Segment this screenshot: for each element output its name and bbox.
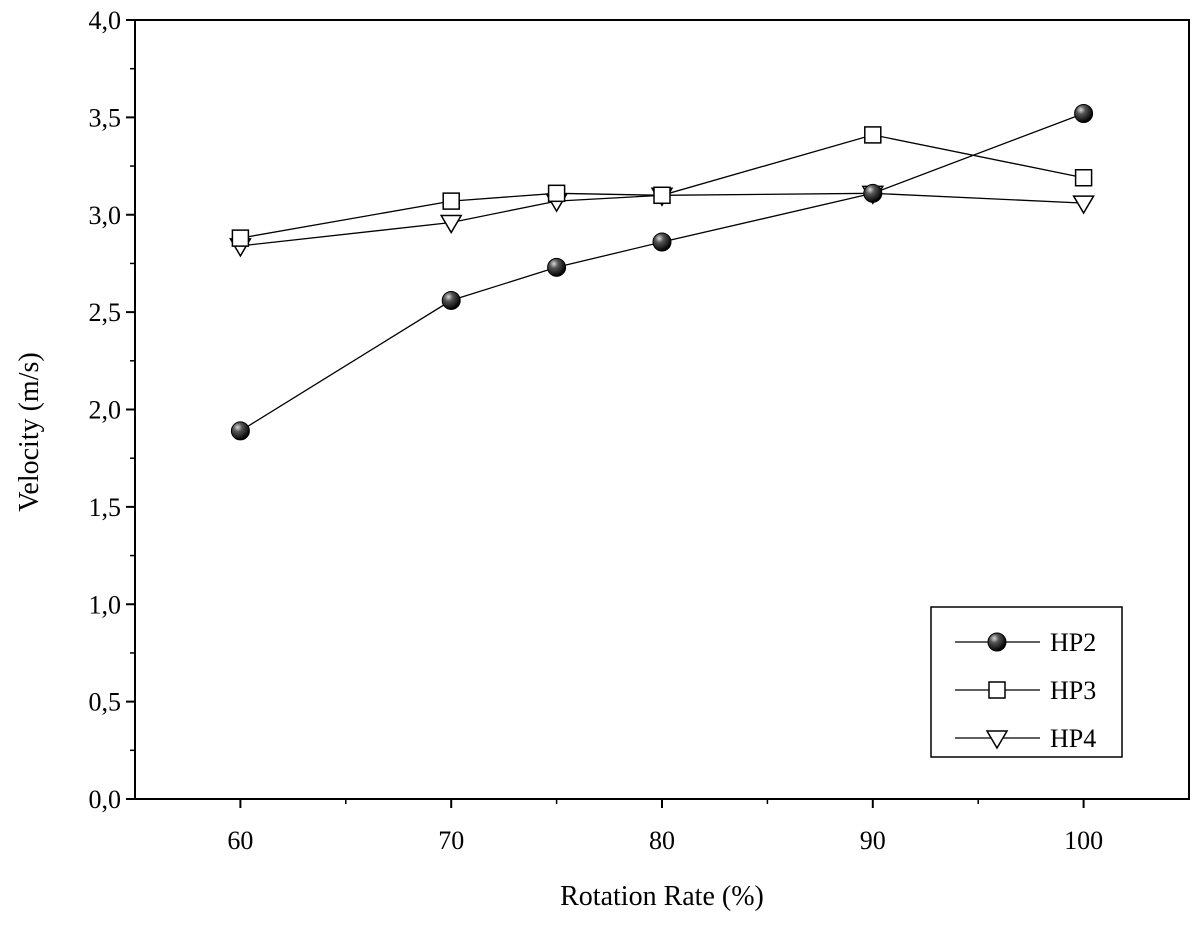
y-tick-label: 3,5: [89, 103, 122, 132]
data-point-hp3: [442, 192, 460, 210]
legend-box: [930, 606, 1123, 758]
series-hp3: [231, 126, 1093, 247]
data-point-hp2: [1074, 103, 1094, 123]
legend-label-hp3: HP3: [1050, 676, 1096, 705]
legend-marker-hp2: [987, 632, 1007, 652]
data-point-hp3: [653, 186, 671, 205]
x-tick-label: 80: [649, 826, 675, 855]
series-line-hp3: [240, 134, 1084, 239]
y-axis-title: Velocity (m/s): [14, 352, 45, 511]
legend-marker-hp4: [985, 730, 1009, 750]
data-point-hp3: [547, 184, 566, 203]
data-point-hp3: [231, 229, 250, 247]
data-point-hp3: [1074, 168, 1093, 187]
y-tick-label: 4,0: [89, 6, 122, 35]
x-tick-label: 60: [227, 826, 253, 855]
y-tick-label: 2,5: [89, 298, 122, 327]
series-line-hp2: [240, 112, 1084, 432]
y-axis: 0,0 0,5 1,0 1,5 2,0 2,5 3,0 3,5 4,0: [89, 6, 135, 814]
data-point-hp2: [230, 421, 250, 441]
series-line-hp4: [240, 192, 1084, 247]
legend-label-hp2: HP2: [1050, 628, 1096, 657]
legend-marker-hp3: [988, 681, 1006, 699]
y-tick-label: 1,5: [89, 493, 122, 522]
series-layer: [229, 103, 1095, 441]
x-tick-label: 70: [438, 826, 464, 855]
x-axis: 60 70 80 90 100: [227, 799, 1103, 855]
data-point-hp3: [864, 126, 882, 144]
data-point-hp2: [863, 183, 883, 203]
y-tick-label: 3,0: [89, 201, 122, 230]
y-tick-label: 1,0: [89, 590, 122, 619]
y-tick-label: 0,5: [89, 688, 122, 717]
legend-label-hp4: HP4: [1050, 724, 1096, 753]
data-point-hp2: [441, 290, 461, 310]
x-axis-title: Rotation Rate (%): [560, 881, 764, 912]
data-point-hp2: [652, 232, 672, 252]
y-tick-label: 2,0: [89, 396, 122, 425]
series-hp2: [230, 103, 1094, 441]
y-tick-label: 0,0: [89, 785, 122, 814]
data-point-hp4: [439, 214, 463, 235]
x-tick-label: 100: [1064, 826, 1103, 855]
data-point-hp2: [547, 257, 567, 277]
x-tick-label: 90: [860, 826, 886, 855]
legend: HP2 HP3 HP4: [930, 606, 1123, 758]
data-point-hp4: [1072, 195, 1095, 215]
